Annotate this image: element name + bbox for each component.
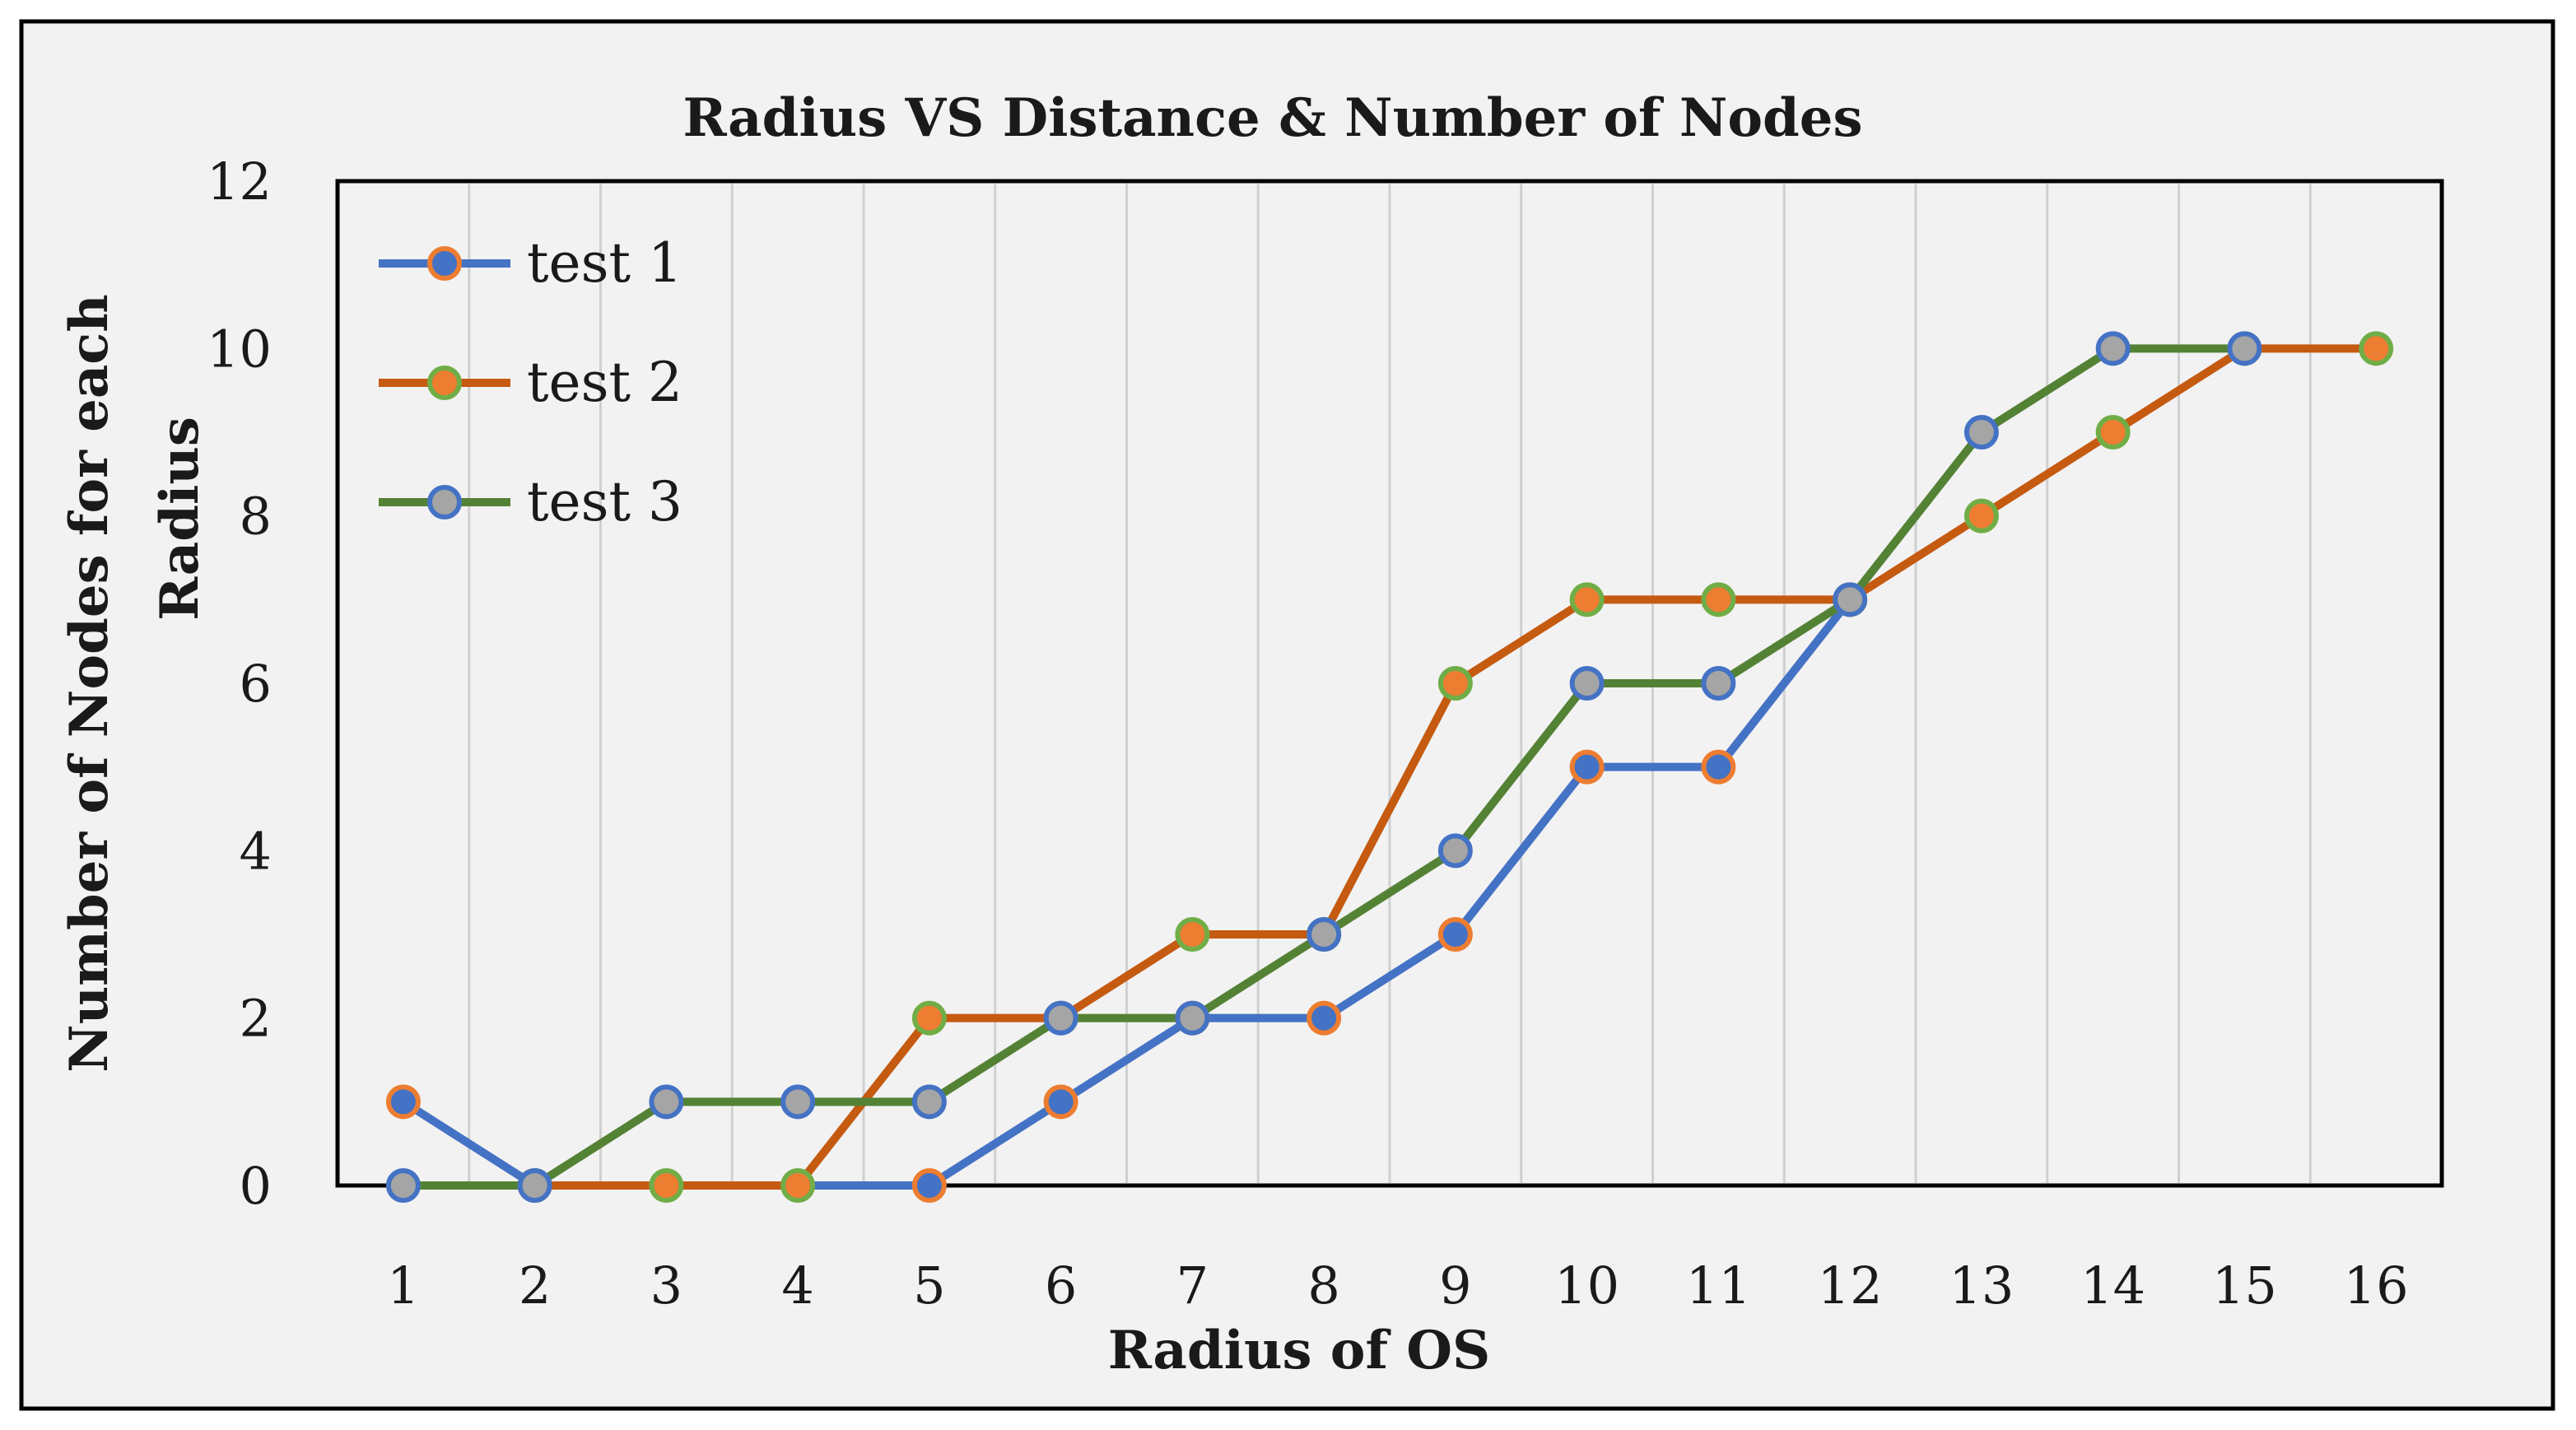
y-tick-label: 4 <box>240 821 272 881</box>
x-tick-label: 3 <box>650 1255 682 1316</box>
data-point-test-2 <box>1569 582 1605 617</box>
x-tick-label: 11 <box>1686 1255 1751 1316</box>
legend-item: test 2 <box>379 351 682 414</box>
y-tick-label: 10 <box>207 319 272 379</box>
data-point-test-2 <box>1437 666 1473 701</box>
legend-item: test 1 <box>379 231 682 295</box>
data-point-test-2 <box>2095 415 2131 449</box>
y-tick-label: 8 <box>240 487 272 547</box>
data-point-test-1 <box>1043 1084 1078 1120</box>
x-tick-label: 15 <box>2212 1255 2277 1316</box>
legend-swatch-marker <box>427 366 462 400</box>
legend-label: test 3 <box>527 470 682 533</box>
legend-item: test 3 <box>379 470 682 533</box>
x-tick-label: 5 <box>913 1255 945 1316</box>
y-axis-label: Number of Nodes for each Radius <box>58 294 211 1073</box>
x-tick-label: 7 <box>1176 1255 1209 1316</box>
legend-swatch-marker <box>427 246 462 281</box>
x-tick-label: 1 <box>387 1255 419 1316</box>
data-point-test-2 <box>649 1168 684 1203</box>
data-point-test-3 <box>1307 917 1342 952</box>
data-point-test-2 <box>1963 498 1999 533</box>
data-point-test-3 <box>911 1084 947 1120</box>
data-point-test-1 <box>1307 1000 1342 1036</box>
data-point-test-3 <box>1833 582 1868 617</box>
y-axis-label-line2: Radius <box>149 417 211 621</box>
legend-swatch-marker <box>427 485 462 519</box>
x-tick-label: 6 <box>1045 1255 1077 1316</box>
y-tick-label: 0 <box>240 1156 272 1216</box>
x-tick-label: 13 <box>1949 1255 2014 1316</box>
x-tick-label: 16 <box>2344 1255 2409 1316</box>
data-point-test-3 <box>2227 331 2262 366</box>
data-point-test-3 <box>1701 666 1736 701</box>
x-tick-label: 4 <box>781 1255 813 1316</box>
data-point-test-3 <box>780 1084 816 1120</box>
data-point-test-2 <box>780 1168 816 1203</box>
legend-label: test 2 <box>527 351 682 414</box>
data-point-test-1 <box>1437 917 1473 952</box>
data-point-test-3 <box>1569 666 1605 701</box>
data-point-test-1 <box>1701 749 1736 785</box>
data-point-test-2 <box>911 1000 947 1036</box>
y-axis-label-line1: Number of Nodes for each <box>58 294 120 1073</box>
data-point-test-1 <box>911 1168 947 1203</box>
data-point-test-3 <box>1963 415 1999 449</box>
data-point-test-2 <box>2359 331 2394 366</box>
y-tick-label: 6 <box>240 654 272 714</box>
y-axis-ticks: 0 2 4 6 8 10 12 <box>207 151 272 1216</box>
x-tick-label: 2 <box>519 1255 551 1316</box>
x-tick-label: 10 <box>1554 1255 1619 1316</box>
chart-title: Radius VS Distance & Number of Nodes <box>682 87 1862 149</box>
x-axis-ticks: 1 2 3 4 5 6 7 8 9 10 11 12 13 14 15 16 <box>387 1255 2408 1316</box>
data-point-test-3 <box>1043 1000 1078 1036</box>
data-point-test-3 <box>1175 1000 1210 1036</box>
data-point-test-3 <box>649 1084 684 1120</box>
data-point-test-3 <box>1437 833 1473 869</box>
data-point-test-3 <box>517 1168 552 1203</box>
y-tick-label: 12 <box>207 151 272 212</box>
data-point-test-1 <box>1569 749 1605 785</box>
data-point-test-3 <box>385 1168 421 1203</box>
data-point-test-2 <box>1701 582 1736 617</box>
y-tick-label: 2 <box>240 989 272 1049</box>
data-point-test-1 <box>385 1084 421 1120</box>
data-point-test-2 <box>1175 917 1210 952</box>
x-tick-label: 14 <box>2080 1255 2145 1316</box>
x-axis-label: Radius of OS <box>1108 1320 1491 1381</box>
data-point-test-3 <box>2095 331 2131 366</box>
legend: test 1 test 2 test 3 <box>379 231 682 533</box>
legend-label: test 1 <box>527 231 682 295</box>
x-tick-label: 9 <box>1439 1255 1471 1316</box>
x-tick-label: 12 <box>1818 1255 1883 1316</box>
series-markers <box>385 331 2394 1203</box>
x-tick-label: 8 <box>1307 1255 1339 1316</box>
